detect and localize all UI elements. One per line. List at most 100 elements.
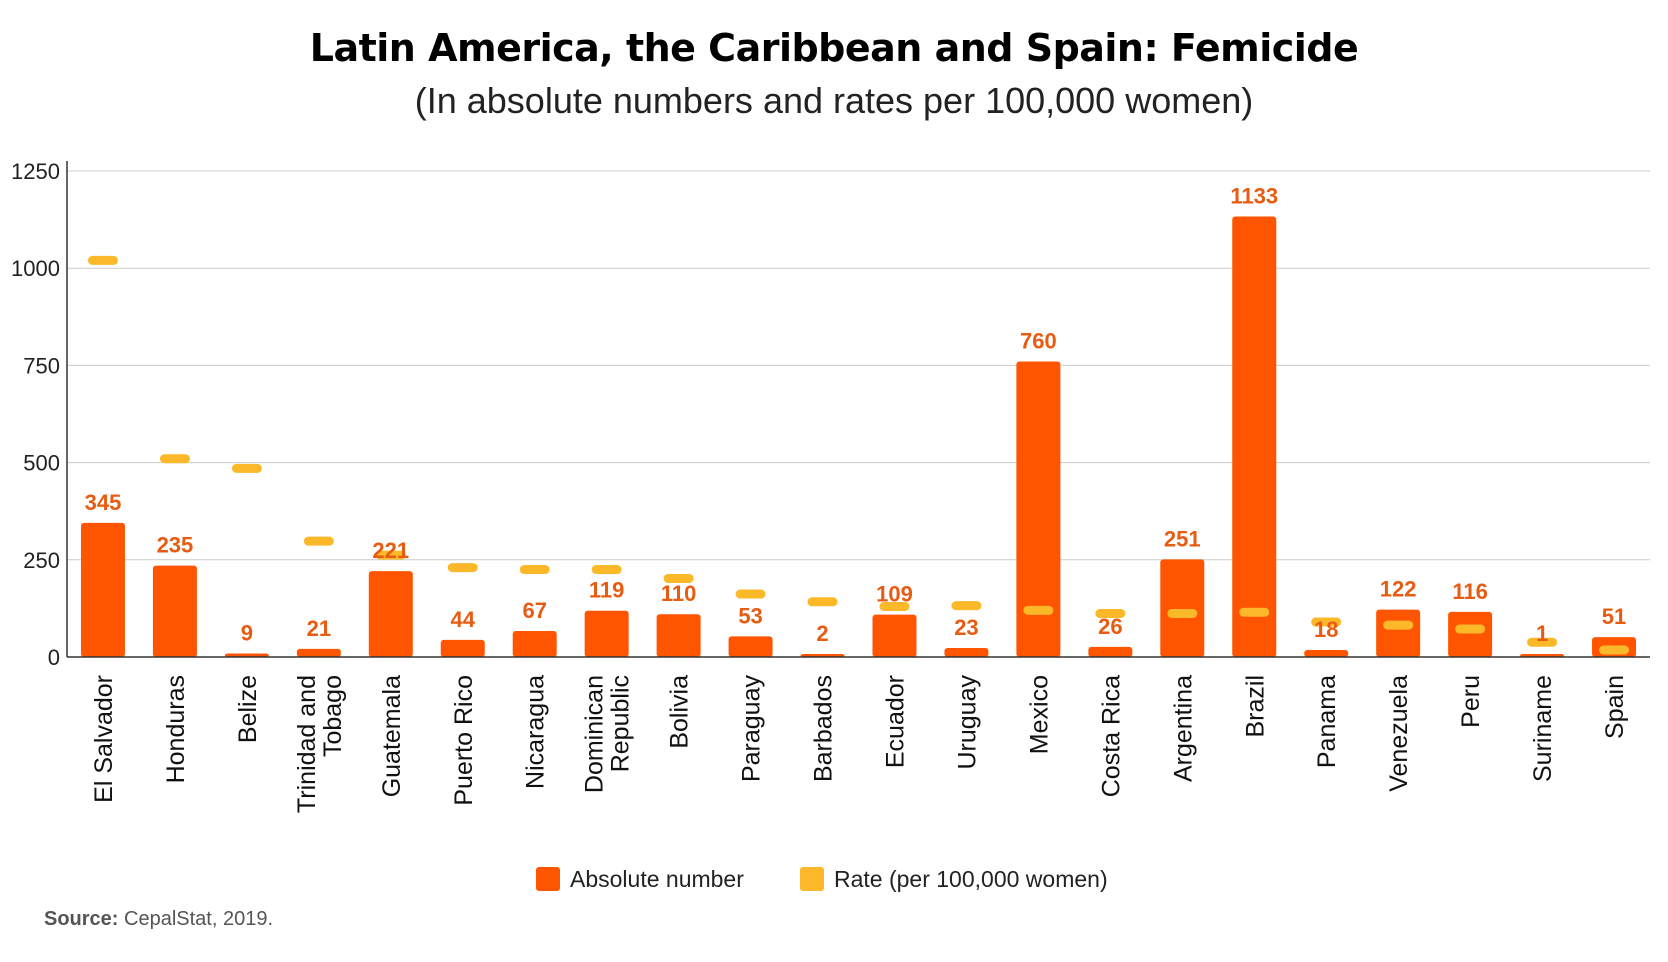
bar-honduras	[152, 565, 197, 657]
bar-paraguay	[728, 636, 773, 657]
rate-marker-dominican-republic	[591, 565, 622, 575]
rate-marker-trinidad-and-tobago	[303, 536, 334, 546]
rate-marker-el-salvador	[87, 255, 118, 265]
rate-marker-suriname	[1527, 637, 1558, 647]
x-tick-labels: El Salvador Honduras Belize Trinidad andTob…	[90, 675, 1629, 814]
rate-marker-ecuador	[879, 601, 910, 611]
x-tick-label: Spain	[1601, 675, 1629, 739]
x-tick-label-line: Ecuador	[881, 675, 909, 768]
x-tick-label: Suriname	[1529, 675, 1557, 782]
x-tick-label-line: Argentina	[1169, 675, 1197, 782]
data-label: 122	[1380, 577, 1417, 602]
data-label: 53	[738, 603, 762, 628]
rate-marker-brazil	[1239, 607, 1270, 617]
bar-el-salvador	[80, 522, 125, 657]
bar-panama	[1304, 650, 1349, 657]
x-tick-label-line: Peru	[1457, 675, 1485, 728]
x-tick-label: Guatemala	[378, 675, 406, 797]
x-tick-label-line: Tobago	[319, 675, 347, 757]
x-tick-label-line: Suriname	[1529, 675, 1557, 782]
gridlines	[67, 170, 1650, 561]
x-tick-label: Panama	[1313, 675, 1341, 768]
x-tick-label-line: Barbados	[810, 675, 838, 782]
rate-marker-paraguay	[735, 589, 766, 599]
bar-nicaragua	[512, 630, 557, 657]
data-label: 116	[1452, 579, 1488, 604]
x-tick-label: El Salvador	[90, 675, 118, 803]
bar-mexico	[1016, 361, 1061, 657]
x-tick-label-line: Paraguay	[738, 675, 766, 783]
y-tick-label: 1000	[11, 256, 60, 281]
x-tick-label-line: Brazil	[1241, 675, 1269, 738]
data-label: 18	[1314, 617, 1338, 642]
rate-marker-honduras	[159, 454, 190, 464]
x-tick-label: Paraguay	[738, 675, 766, 783]
x-tick-label-line: Bolivia	[666, 675, 694, 749]
y-tick-label: 750	[23, 353, 60, 378]
data-label: 2	[816, 621, 828, 646]
bar-venezuela	[1376, 609, 1421, 657]
rate-marker-guatemala	[375, 550, 406, 560]
x-tick-label-line: Dominican	[581, 675, 609, 793]
x-tick-label-line: Mexico	[1025, 675, 1053, 754]
source-note: Source: CepalStat, 2019.	[44, 908, 273, 931]
y-tick-label: 500	[23, 451, 60, 476]
rate-marker-uruguay	[951, 601, 982, 611]
rate-marker-nicaragua	[519, 565, 550, 575]
x-tick-label: Honduras	[162, 675, 190, 783]
x-tick-label-line: Republic	[607, 675, 635, 772]
data-label: 109	[876, 582, 913, 607]
rate-marker-barbados	[807, 597, 838, 607]
x-tick-label: Puerto Rico	[450, 675, 478, 806]
bar-trinidad-and-tobago	[296, 648, 341, 657]
x-tick-label: Brazil	[1241, 675, 1269, 738]
data-label: 44	[451, 607, 476, 632]
rate-marker-mexico	[1023, 605, 1054, 615]
axes: 0 250 500 750 1000 1250	[11, 159, 1650, 670]
x-tick-label-line: Puerto Rico	[450, 675, 478, 806]
chart-title: Latin America, the Caribbean and Spain: …	[309, 26, 1359, 70]
rate-marker-costa-rica	[1095, 608, 1126, 618]
bar-peru	[1448, 611, 1493, 657]
x-tick-label: Bolivia	[666, 675, 694, 749]
x-tick-label-line: Costa Rica	[1097, 675, 1125, 797]
x-tick-label: Peru	[1457, 675, 1485, 728]
data-label: 221	[372, 538, 409, 563]
x-tick-label-line: Spain	[1601, 675, 1629, 739]
x-tick-label-line: Venezuela	[1385, 675, 1413, 792]
legend-swatch-rate	[800, 867, 824, 891]
x-tick-label: Argentina	[1169, 675, 1197, 782]
data-label: 235	[157, 533, 194, 558]
rate-markers	[87, 255, 1630, 655]
data-label: 760	[1020, 329, 1057, 354]
x-tick-label-line: Honduras	[162, 675, 190, 783]
chart-subtitle: (In absolute numbers and rates per 100,0…	[414, 80, 1254, 121]
bar-puerto-rico	[440, 639, 485, 657]
y-tick-label: 250	[23, 548, 60, 573]
bar-ecuador	[872, 614, 917, 657]
data-label: 67	[522, 598, 546, 623]
data-label: 26	[1098, 614, 1122, 639]
x-tick-label: Costa Rica	[1097, 675, 1125, 797]
legend: Absolute number Rate (per 100,000 women)	[536, 866, 1108, 892]
data-label: 51	[1602, 604, 1626, 629]
data-label: 23	[954, 615, 978, 640]
y-tick-label: 1250	[11, 159, 60, 184]
bar-argentina	[1160, 559, 1205, 657]
legend-swatch-absolute	[536, 867, 560, 891]
rate-marker-belize	[231, 463, 262, 473]
bar-brazil	[1232, 216, 1277, 657]
rate-marker-venezuela	[1383, 620, 1414, 630]
data-label: 1133	[1230, 183, 1278, 208]
legend-label-absolute: Absolute number	[570, 866, 744, 892]
bar-dominican-republic	[584, 610, 629, 657]
legend-label-rate: Rate (per 100,000 women)	[834, 866, 1108, 892]
bar-belize	[224, 653, 269, 657]
data-label: 119	[589, 578, 625, 603]
data-label: 1	[1536, 621, 1548, 646]
x-tick-label-line: Trinidad and	[293, 675, 321, 813]
x-tick-label: Nicaragua	[522, 675, 550, 789]
